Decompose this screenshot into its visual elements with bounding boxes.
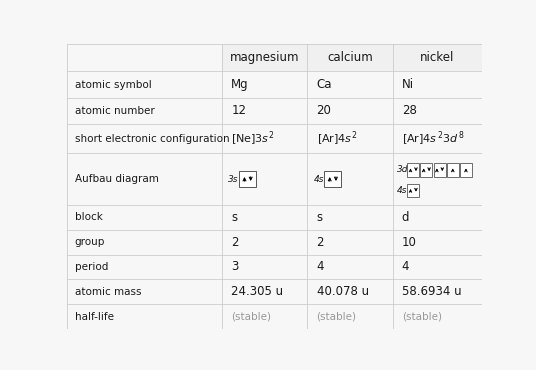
Text: 4: 4 (317, 260, 324, 273)
Bar (407, 163, 419, 176)
Text: $\rm[Ne]3\mathit{s}^2$: $\rm[Ne]3\mathit{s}^2$ (232, 130, 274, 148)
Text: Mg: Mg (232, 78, 249, 91)
Text: short electronic configuration: short electronic configuration (75, 134, 229, 144)
Bar (392, 44, 482, 71)
Text: (stable): (stable) (317, 312, 356, 322)
Text: Ca: Ca (317, 78, 332, 91)
Text: atomic number: atomic number (75, 106, 154, 116)
Text: $\rm[Ar]4\mathit{s}^{\,2}3\mathit{d}^{\,8}$: $\rm[Ar]4\mathit{s}^{\,2}3\mathit{d}^{\,… (402, 130, 465, 148)
Text: 4s: 4s (397, 186, 408, 195)
Text: 28: 28 (402, 104, 416, 118)
Text: 4s: 4s (314, 175, 324, 184)
Text: calcium: calcium (327, 51, 373, 64)
Bar (407, 184, 419, 197)
Bar (239, 171, 256, 187)
Text: 4: 4 (402, 260, 410, 273)
Text: 58.6934 u: 58.6934 u (402, 285, 461, 299)
Bar (307, 44, 392, 71)
Text: 10: 10 (402, 236, 416, 249)
Text: (stable): (stable) (232, 312, 271, 322)
Text: atomic symbol: atomic symbol (75, 80, 152, 90)
Text: 3d: 3d (397, 165, 408, 174)
Text: nickel: nickel (420, 51, 455, 64)
Text: magnesium: magnesium (230, 51, 300, 64)
Bar (446, 163, 459, 176)
Bar (460, 163, 472, 176)
Text: 40.078 u: 40.078 u (317, 285, 369, 299)
Text: 2: 2 (232, 236, 239, 249)
Text: 2: 2 (317, 236, 324, 249)
Bar (434, 163, 445, 176)
Text: half-life: half-life (75, 312, 114, 322)
Text: 3: 3 (232, 260, 239, 273)
Text: 3s: 3s (228, 175, 239, 184)
Text: block: block (75, 212, 102, 222)
Text: s: s (317, 211, 323, 223)
Text: 12: 12 (232, 104, 247, 118)
Text: Ni: Ni (402, 78, 414, 91)
Bar (324, 171, 341, 187)
Text: $\rm[Ar]4\mathit{s}^2$: $\rm[Ar]4\mathit{s}^2$ (317, 130, 357, 148)
Text: 20: 20 (317, 104, 331, 118)
Text: s: s (232, 211, 237, 223)
Text: d: d (402, 211, 410, 223)
Bar (420, 163, 433, 176)
Text: 24.305 u: 24.305 u (232, 285, 284, 299)
Text: group: group (75, 237, 105, 247)
Text: atomic mass: atomic mass (75, 287, 142, 297)
Text: (stable): (stable) (402, 312, 442, 322)
Bar (222, 44, 307, 71)
Text: period: period (75, 262, 108, 272)
Text: Aufbau diagram: Aufbau diagram (75, 174, 159, 184)
